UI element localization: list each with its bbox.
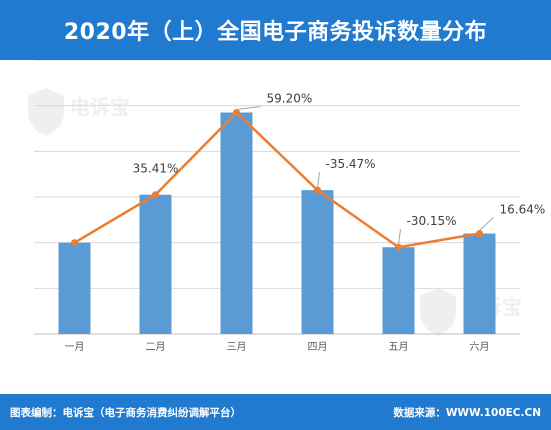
leader-line: [236, 106, 261, 111]
bar-1: [58, 242, 91, 334]
chart-header: 2020年（上）全国电子商务投诉数量分布: [0, 0, 551, 60]
data-label: 59.20%: [267, 92, 313, 106]
x-tick-label: 六月: [470, 341, 490, 353]
watermark-logo: 电诉宝: [28, 88, 130, 136]
line-point-5: [395, 243, 402, 251]
chart-data-labels: 35.41% 59.20% -35.47% -30.15% 16.64%: [133, 92, 546, 245]
x-tick-label: 一月: [65, 341, 85, 353]
bar-6: [463, 233, 496, 334]
data-label: -35.47%: [326, 157, 376, 171]
chart-area: 电诉宝电诉宝 35.41%59.20%-35.47%-30.15%16.64% …: [0, 60, 551, 394]
line-point-2: [152, 191, 159, 199]
line-point-4: [314, 186, 321, 194]
leader-line: [317, 172, 320, 188]
watermarks: 电诉宝电诉宝: [28, 88, 522, 336]
shield-icon: [28, 88, 64, 136]
chart-footer: 图表编制：电诉宝（电子商务消费纠纷调解平台） 数据来源：WWW.100EC.CN: [0, 394, 551, 430]
chart-x-tick-labels: 一月 二月 三月 四月 五月 六月: [65, 341, 490, 353]
x-tick-label: 四月: [308, 341, 328, 353]
x-tick-label: 五月: [389, 341, 409, 353]
bar-2: [139, 194, 172, 334]
line-point-3: [233, 109, 240, 117]
footer-data-source: 数据来源：WWW.100EC.CN: [393, 406, 541, 419]
line-series: [73, 110, 480, 249]
bar-5: [382, 247, 415, 334]
data-label: 35.41%: [133, 162, 179, 176]
bar-4: [301, 190, 334, 334]
leader-line: [479, 217, 494, 231]
data-label: 16.64%: [500, 203, 546, 217]
bar-3: [220, 112, 253, 334]
shield-icon: [420, 288, 456, 336]
chart-line: [71, 109, 483, 251]
footer-source-credit: 图表编制：电诉宝（电子商务消费纠纷调解平台）: [10, 406, 241, 419]
watermark-text: 电诉宝: [70, 95, 130, 119]
data-label: -30.15%: [407, 214, 457, 228]
x-tick-label: 二月: [146, 341, 166, 353]
line-point-1: [71, 239, 78, 247]
chart-bars: [58, 112, 496, 334]
page-title: 2020年（上）全国电子商务投诉数量分布: [63, 20, 488, 45]
x-tick-label: 三月: [227, 341, 247, 353]
chart-svg: 电诉宝电诉宝 35.41%59.20%-35.47%-30.15%16.64% …: [28, 60, 546, 353]
line-point-6: [476, 230, 483, 238]
leader-line: [398, 229, 401, 245]
